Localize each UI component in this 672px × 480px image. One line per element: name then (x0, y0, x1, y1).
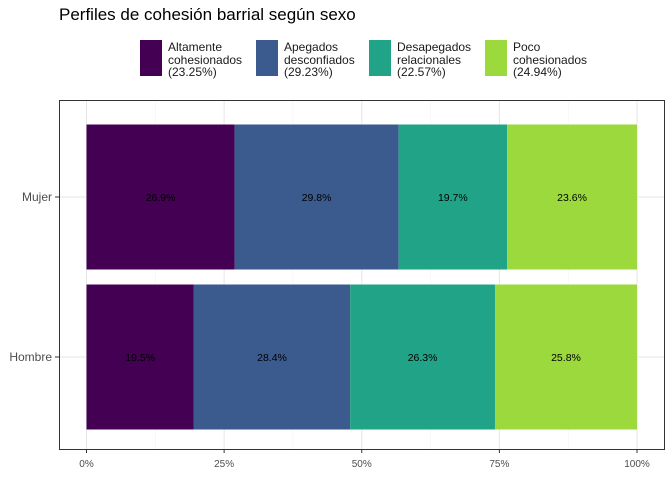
data-label: 26.9% (146, 192, 176, 204)
data-label: 19.5% (125, 352, 155, 364)
data-label: 23.6% (557, 192, 587, 204)
x-tick-label: 75% (489, 459, 509, 470)
y-tick-label: Hombre (9, 350, 52, 364)
bar-segment (86, 284, 194, 430)
legend-swatch (485, 40, 507, 76)
bar-segment (350, 284, 495, 430)
bar-segment (398, 124, 508, 270)
bar-segment (86, 124, 235, 270)
legend-label: Altamente cohesionados (23.25%) (168, 40, 243, 79)
bar-segment (193, 284, 351, 430)
x-tick-label: 0% (79, 459, 94, 470)
y-tick-label: Mujer (22, 190, 52, 204)
legend-swatch (369, 40, 391, 76)
data-label: 29.8% (302, 192, 332, 204)
bar-segment (507, 124, 637, 270)
axes: 0% 25% 50% 75% 100% Mujer Hombre (9, 190, 650, 470)
data-label: 19.7% (438, 192, 468, 204)
chart-title: Perfiles de cohesión barrial según sexo (59, 5, 356, 24)
data-labels: 26.9% 29.8% 19.7% 23.6% 19.5% 28.4% 26.3% 25.8% (125, 192, 587, 364)
data-label: 26.3% (408, 352, 438, 364)
legend-swatch (256, 40, 278, 76)
data-label: 25.8% (551, 352, 581, 364)
bars (86, 124, 637, 430)
legend-swatch (140, 40, 162, 76)
bar-segment (494, 284, 637, 430)
legend-label: Apegados desconfiados (29.23%) (284, 40, 355, 79)
x-tick-label: 100% (624, 459, 650, 470)
legend-label: Desapegados relacionales (22.57%) (397, 40, 472, 79)
x-tick-label: 50% (352, 459, 372, 470)
x-tick-label: 25% (214, 459, 234, 470)
legend-label: Poco cohesionados (24.94%) (513, 40, 588, 79)
data-label: 28.4% (257, 352, 287, 364)
bar-segment (234, 124, 399, 270)
